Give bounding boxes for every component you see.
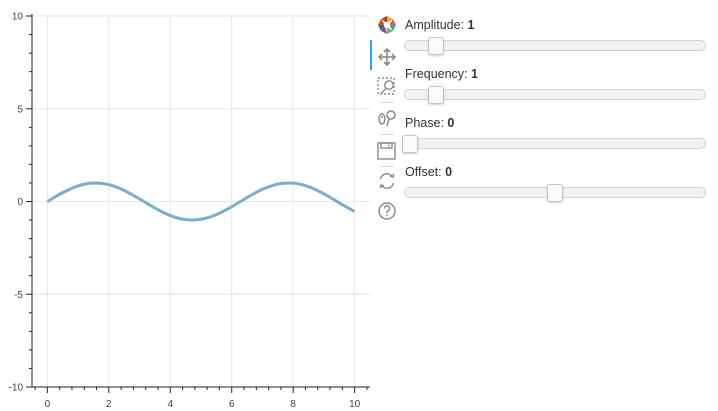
reset-icon[interactable] [376, 170, 398, 192]
offset-value: 0 [445, 165, 453, 179]
offset-slider-handle[interactable] [547, 184, 563, 202]
phase-slider-handle[interactable] [402, 135, 418, 153]
phase-label: Phase: [405, 116, 448, 130]
toolbar-separator [380, 166, 394, 167]
help-icon[interactable] [376, 200, 398, 222]
amplitude-slider-group: Amplitude: 1 [404, 16, 708, 56]
wheel-zoom-icon[interactable] [376, 108, 398, 130]
grid-lines [32, 15, 370, 388]
x-tick-label: 0 [45, 399, 51, 410]
amplitude-slider-handle[interactable] [428, 37, 445, 55]
y-tick-label: -10 [9, 383, 24, 394]
frequency-slider-title: Frequency: 1 [405, 67, 478, 81]
amplitude-value: 1 [467, 18, 475, 32]
toolbar-separator [380, 102, 394, 103]
offset-slider-title: Offset: 0 [405, 165, 452, 179]
save-icon[interactable] [376, 140, 398, 162]
box-zoom-icon[interactable] [376, 76, 398, 98]
frequency-label: Frequency: [405, 67, 472, 81]
phase-slider-title: Phase: 0 [405, 116, 454, 130]
y-tick-label: 10 [12, 12, 24, 23]
y-tick-label: -5 [14, 290, 23, 301]
frequency-slider-track[interactable] [404, 89, 706, 100]
offset-label: Offset: [405, 165, 446, 179]
bokeh-logo-icon[interactable] [376, 14, 398, 36]
offset-slider-group: Offset: 0 [404, 163, 708, 203]
x-tick-label: 4 [167, 399, 173, 410]
phase-value: 0 [447, 116, 455, 130]
sine-wave-line [46, 181, 356, 222]
y-tick-label: 0 [17, 197, 23, 208]
phase-slider-track[interactable] [404, 138, 706, 149]
toolbar-separator [380, 134, 394, 135]
frequency-slider-handle[interactable] [428, 86, 445, 104]
amplitude-label: Amplitude: [405, 18, 468, 32]
x-tick-label: 10 [349, 399, 361, 410]
x-tick-label: 6 [229, 399, 235, 410]
amplitude-slider-title: Amplitude: 1 [405, 18, 474, 32]
plot-area[interactable]: 10 5 0 -5 -10 0 2 4 6 8 10 [0, 0, 372, 411]
y-tick-label: 5 [17, 104, 23, 115]
active-tool-indicator [370, 40, 372, 70]
axes: 10 5 0 -5 -10 0 2 4 6 8 10 [9, 12, 370, 410]
x-tick-label: 8 [290, 399, 296, 410]
x-tick-label: 2 [106, 399, 112, 410]
phase-slider-group: Phase: 0 [402, 114, 708, 154]
frequency-slider-group: Frequency: 1 [404, 65, 708, 105]
pan-icon[interactable] [376, 46, 398, 68]
frequency-value: 1 [471, 67, 478, 81]
amplitude-slider-track[interactable] [404, 40, 706, 51]
